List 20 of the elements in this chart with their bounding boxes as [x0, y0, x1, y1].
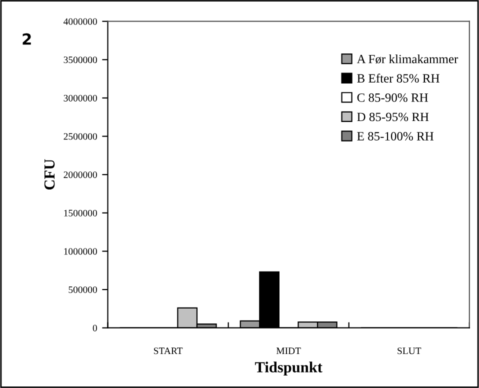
x-tick-label: MIDT [276, 348, 301, 354]
x-axis-title: Tidspunkt [254, 362, 322, 376]
legend-label: C 85-90% RH [357, 93, 428, 102]
y-tick-label: 500000 [68, 286, 97, 294]
text: 2 [22, 33, 31, 45]
x-tick-label: START [154, 348, 183, 354]
y-tick-label: 3500000 [64, 56, 97, 64]
legend-label: D 85-95% RH [357, 112, 429, 122]
y-tick-label: 3000000 [64, 94, 97, 102]
y-tick-label: 2000000 [64, 172, 97, 178]
y-axis-title: CFU [44, 159, 55, 190]
y-tick-label: 1000000 [64, 248, 97, 255]
legend-label: A Før klimakammer [356, 54, 458, 64]
y-tick-label: 2500000 [64, 133, 97, 140]
y-tick-label: 0 [92, 324, 97, 332]
x-tick-label: SLUT [398, 348, 422, 354]
y-tick-label: 4000000 [64, 18, 97, 25]
y-tick-label: 1500000 [64, 210, 97, 216]
legend-label: B Efter 85% RH [357, 74, 440, 83]
legend-label: E 85-100% RH [357, 132, 434, 140]
